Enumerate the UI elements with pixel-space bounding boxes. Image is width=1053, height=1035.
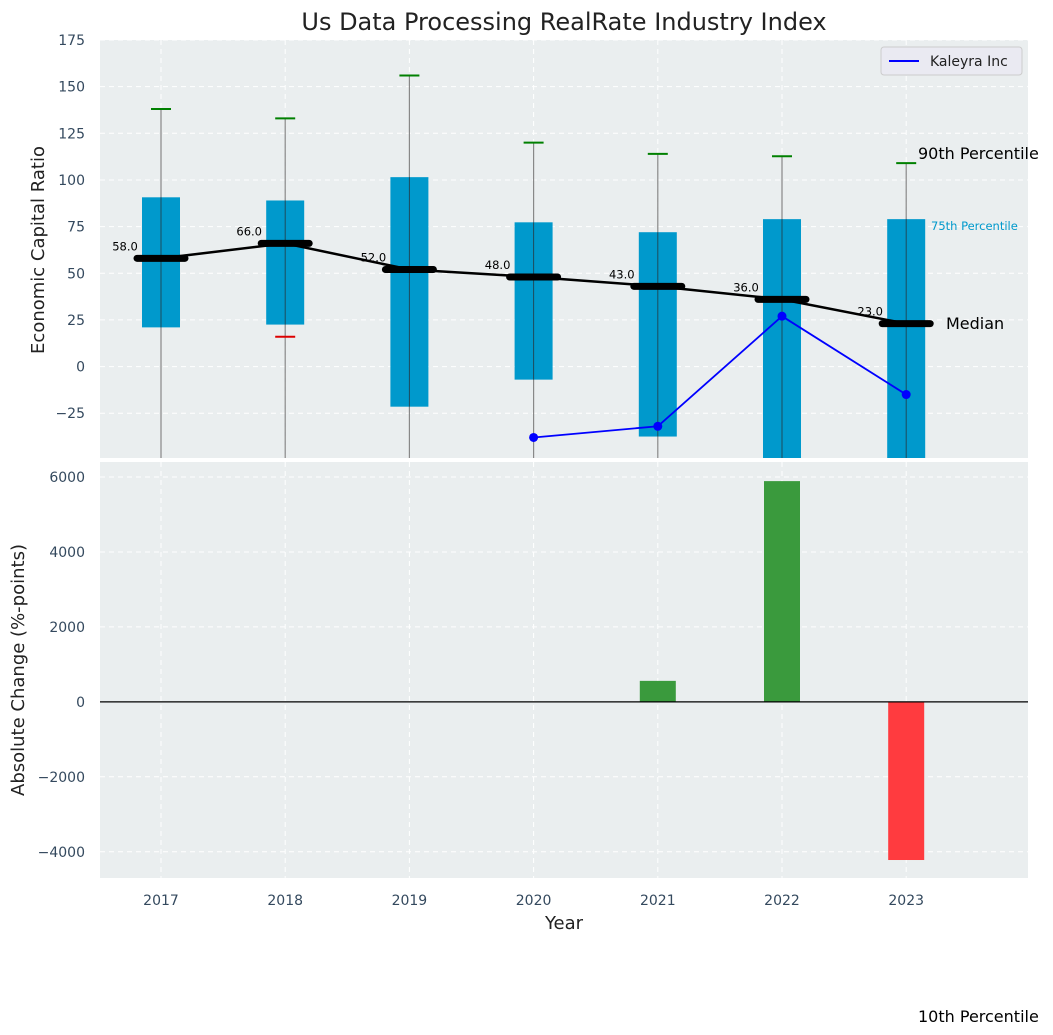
median-value-label: 23.0	[857, 305, 883, 319]
y-tick-label: 100	[58, 173, 85, 189]
x-tick-label: 2018	[267, 893, 303, 909]
kaleyra-point	[777, 311, 787, 321]
top-plot-area	[100, 40, 1028, 458]
x-tick-label: 2017	[143, 893, 179, 909]
top-y-ticks: 175 150 125 100 75 50 25 0 −25	[55, 33, 85, 422]
annotation-10th-percentile: 10th Percentile	[918, 1007, 1039, 1026]
kaleyra-point	[529, 432, 539, 442]
y-tick-label: 6000	[49, 470, 85, 486]
bottom-y-ticks: 6000 4000 2000 0 −2000 −4000	[38, 470, 85, 861]
bottom-marks	[100, 481, 1028, 861]
y-tick-label: −25	[55, 406, 85, 422]
x-tick-label: 2020	[516, 893, 552, 909]
legend-box	[880, 46, 1023, 76]
x-axis-label: Year	[544, 913, 584, 934]
change-bar	[764, 481, 800, 702]
chart-title: Us Data Processing RealRate Industry Ind…	[301, 8, 826, 36]
y-tick-label: 150	[58, 80, 85, 96]
top-panel: 175 150 125 100 75 50 25 0 −25 58.0 66.0 52.0 48.0 4…	[28, 33, 1039, 458]
legend-label-kaleyra: Kaleyra Inc	[930, 54, 1008, 70]
change-bar	[639, 680, 676, 702]
kaleyra-line	[533, 315, 907, 439]
annotation-75th-percentile: 75th Percentile	[931, 219, 1018, 233]
kaleyra-point	[901, 390, 911, 400]
median-value-label: 58.0	[112, 239, 138, 253]
x-tick-label: 2021	[640, 893, 676, 909]
x-ticks: 2017 2018 2019 2020 2021 2022 2023	[143, 893, 924, 909]
x-tick-label: 2023	[888, 893, 924, 909]
x-tick-label: 2022	[764, 893, 800, 909]
y-tick-label: 0	[76, 360, 85, 376]
annotation-90th-percentile: 90th Percentile	[918, 144, 1039, 163]
annotation-median: Median	[946, 314, 1004, 333]
top-marks: 58.0 66.0 52.0 48.0 43.0 36.0 23.0	[112, 74, 934, 458]
y-tick-label: 25	[67, 313, 85, 329]
legend[interactable]: Kaleyra Inc	[880, 46, 1023, 76]
median-value-label: 66.0	[236, 224, 262, 238]
y-tick-label: −2000	[38, 770, 85, 786]
bottom-panel: 6000 4000 2000 0 −2000 −4000 2017 2018 2019 2020…	[8, 462, 1028, 934]
bottom-y-axis-label: Absolute Change (%-points)	[8, 544, 29, 796]
y-tick-label: 50	[67, 266, 85, 282]
change-bar	[888, 701, 925, 861]
y-tick-label: 175	[58, 33, 85, 49]
y-tick-label: 125	[58, 126, 85, 142]
median-value-label: 48.0	[485, 258, 511, 272]
kaleyra-point	[653, 421, 663, 431]
y-tick-label: −4000	[38, 845, 85, 861]
y-tick-label: 75	[67, 220, 85, 236]
bottom-plot-area	[100, 462, 1028, 878]
median-value-label: 52.0	[361, 251, 387, 265]
top-y-axis-label: Economic Capital Ratio	[28, 146, 49, 354]
y-tick-label: 4000	[49, 545, 85, 561]
x-tick-label: 2019	[392, 893, 428, 909]
y-tick-label: 0	[76, 695, 85, 711]
median-value-label: 43.0	[609, 267, 635, 281]
y-tick-label: 2000	[49, 620, 85, 636]
median-value-label: 36.0	[733, 280, 759, 294]
